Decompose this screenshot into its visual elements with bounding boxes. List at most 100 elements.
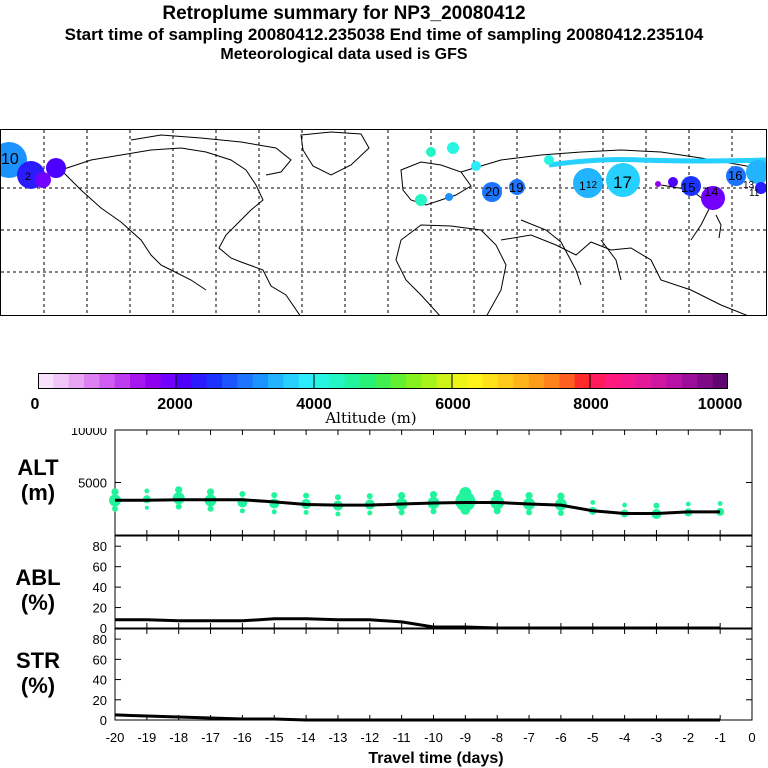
plume-label: 1	[579, 179, 586, 193]
plume-label: 10	[1, 151, 19, 168]
x-tick-label: -5	[587, 730, 599, 745]
colorbar-swatch	[452, 373, 468, 389]
y-tick-label: 80	[93, 539, 107, 554]
colorbar-swatch	[191, 373, 208, 389]
y-tick-label: 20	[93, 693, 107, 708]
colorbar-swatch	[344, 373, 361, 389]
plume-labels: 20 19 17 16 15 14 13 12 11 10 2 1	[1, 151, 760, 199]
x-tick-label: -14	[297, 730, 316, 745]
alt-particle-dot	[144, 505, 149, 510]
y-tick-label: 80	[93, 632, 107, 647]
alt-particle-dot	[111, 488, 119, 496]
colorbar-swatch	[145, 373, 162, 389]
plume-label: 13	[743, 180, 755, 191]
alt-particle-dot	[526, 509, 533, 516]
alt-particle-dot	[653, 502, 660, 509]
colorbar-swatch	[375, 373, 392, 389]
plume-circle	[509, 179, 525, 195]
plume-label: 2	[25, 171, 31, 183]
colorbar-swatch	[84, 373, 100, 389]
x-tick-label: -3	[651, 730, 663, 745]
plume-circle	[701, 186, 725, 210]
colorbar-swatch	[682, 373, 698, 389]
plume-label: 19	[509, 180, 523, 195]
abl-panel-label: ABL (%)	[15, 565, 61, 615]
plume-circle	[606, 163, 640, 197]
plume-circle	[471, 161, 481, 171]
plume-track	[548, 157, 766, 168]
plume-circle	[681, 176, 701, 196]
colorbar-swatch	[268, 373, 284, 389]
colorbar-swatch	[651, 373, 668, 389]
colorbar-swatch	[314, 373, 330, 389]
alt-particle-dot	[459, 487, 472, 499]
alt-particle-dot	[239, 508, 245, 514]
plume-circle	[445, 193, 453, 201]
plume-label: 12	[586, 180, 598, 191]
plume-circle	[755, 182, 766, 194]
series-line	[114, 713, 721, 722]
sampling-time-line: Start time of sampling 20080412.235038 E…	[64, 25, 704, 44]
alt-particle-dot	[398, 509, 405, 516]
alt-particle-dot	[398, 492, 406, 500]
x-tick-label: -15	[265, 730, 284, 745]
colorbar-tick: 6000	[435, 396, 471, 413]
alt-particle-dot	[717, 501, 723, 506]
colorbar-swatch	[421, 373, 438, 389]
plume-circle	[426, 147, 436, 157]
colorbar-swatch	[360, 373, 376, 389]
plume-circle	[415, 194, 427, 206]
colorbar-swatch	[68, 373, 85, 389]
colorbar-swatch	[498, 373, 514, 389]
x-tick-label: -9	[460, 730, 472, 745]
alt-particle-dot	[367, 510, 373, 516]
x-tick-label: -2	[683, 730, 695, 745]
colorbar-swatch	[406, 373, 422, 389]
plume-circle	[655, 181, 661, 187]
colorbar-swatch	[436, 373, 453, 389]
x-tick-label: -1	[714, 730, 726, 745]
colorbar-swatch	[482, 373, 499, 389]
y-tick-label: 40	[93, 673, 107, 688]
colorbar-swatch	[130, 373, 146, 389]
plume-circle	[573, 168, 603, 198]
x-tick-label: -17	[201, 730, 220, 745]
alt-particle-dot	[172, 492, 185, 505]
colorbar-label: Altitude (m)	[325, 409, 417, 427]
plume-circle	[447, 142, 459, 154]
colorbar-swatch	[467, 373, 484, 389]
alt-particle-dot	[112, 505, 118, 512]
colorbar-swatch	[697, 373, 714, 389]
alt-particle-dot	[335, 511, 341, 517]
x-tick-label: 0	[748, 730, 755, 745]
y-tick-label: 5000	[78, 476, 107, 491]
alt-particle-dot	[271, 509, 277, 515]
alt-particle-dot	[206, 488, 215, 496]
alt-particle-dot	[716, 507, 725, 516]
colorbar-swatch	[298, 373, 315, 389]
alt-particle-dot	[334, 494, 341, 501]
alt-particle-dot	[429, 490, 438, 499]
chart-title: Retroplume summary for NP3_20080412	[162, 3, 526, 24]
panel-frame	[114, 535, 753, 629]
alt-particle-dot	[303, 509, 309, 515]
alt-particle-dot	[366, 493, 373, 500]
x-tick-label: -8	[491, 730, 503, 745]
colorbar-swatch	[666, 373, 683, 389]
x-tick-label: -6	[555, 730, 567, 745]
colorbar-swatch	[712, 373, 728, 389]
plume-circle	[726, 166, 746, 186]
plume-circle	[482, 182, 502, 202]
alt-particle-dot	[493, 489, 502, 499]
panel-frame	[114, 628, 753, 721]
colorbar-swatch	[99, 373, 116, 389]
alt-particle-dot	[460, 504, 471, 515]
x-tick-label: -7	[523, 730, 535, 745]
alt-particle-dot	[590, 500, 596, 505]
alt-particle-dot	[622, 502, 627, 508]
plume-label: 17	[613, 173, 632, 192]
alt-particle-dot	[303, 492, 310, 499]
met-data-line: Meteorological data used is GFS	[220, 46, 468, 63]
colorbar-swatch	[53, 373, 70, 389]
